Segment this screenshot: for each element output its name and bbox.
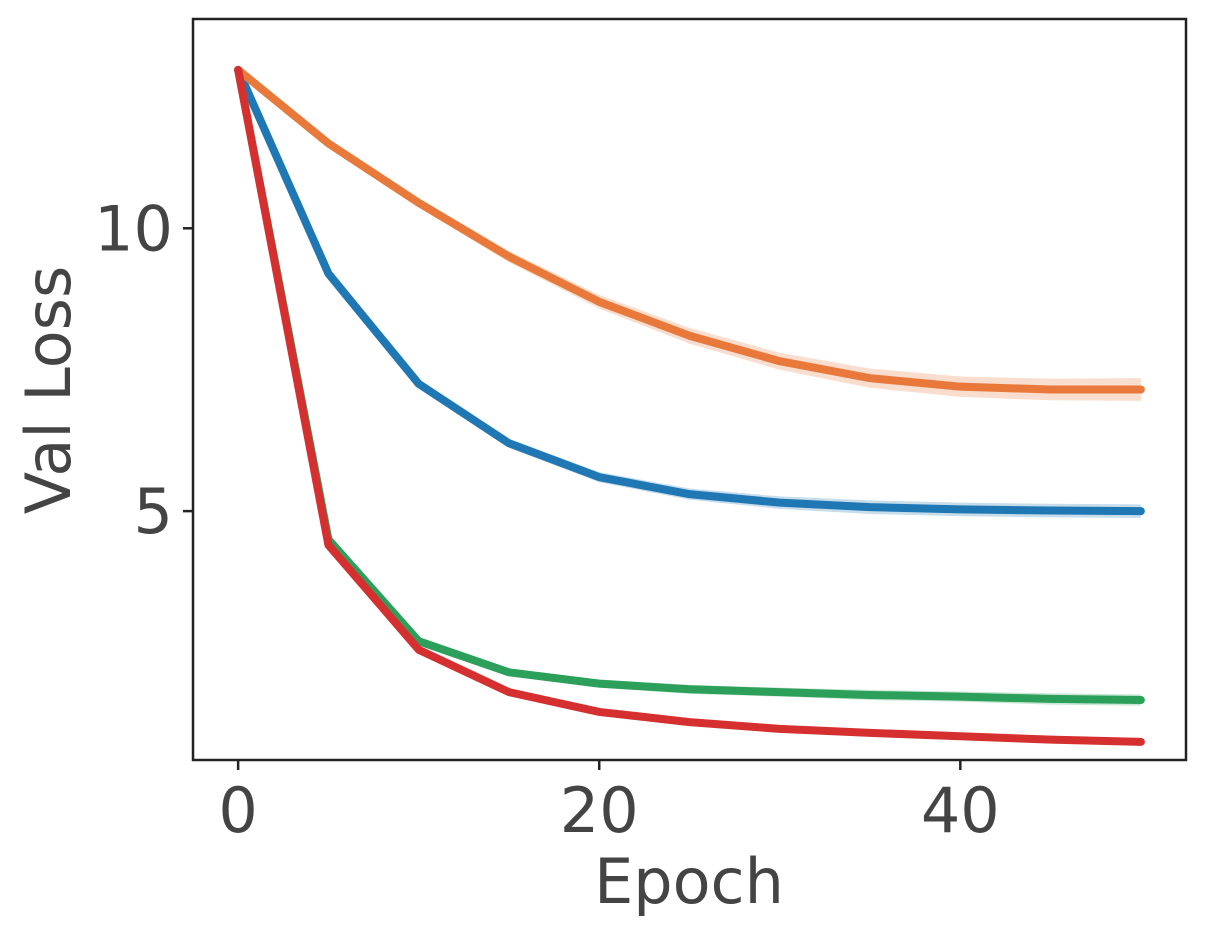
x-axis-ticks: 0 20 40 bbox=[218, 760, 1000, 847]
y-tick-label: 5 bbox=[134, 475, 173, 548]
series-lines bbox=[234, 65, 1145, 746]
series-2-band bbox=[238, 69, 1141, 401]
series-3-line bbox=[234, 65, 1145, 705]
series-4-line bbox=[234, 65, 1145, 746]
x-axis-label: Epoch bbox=[594, 845, 784, 918]
series-1-band bbox=[238, 69, 1141, 518]
x-tick-label: 20 bbox=[560, 774, 639, 847]
x-tick-label: 40 bbox=[921, 774, 1000, 847]
series-2-line bbox=[234, 65, 1145, 394]
plot-frame bbox=[191, 17, 1188, 762]
y-tick-label: 10 bbox=[94, 192, 173, 265]
x-tick-label: 0 bbox=[218, 774, 257, 847]
y-axis-ticks: 5 10 bbox=[94, 192, 193, 548]
y-axis-label: Val Loss bbox=[12, 266, 85, 515]
series-1-line bbox=[234, 65, 1145, 516]
